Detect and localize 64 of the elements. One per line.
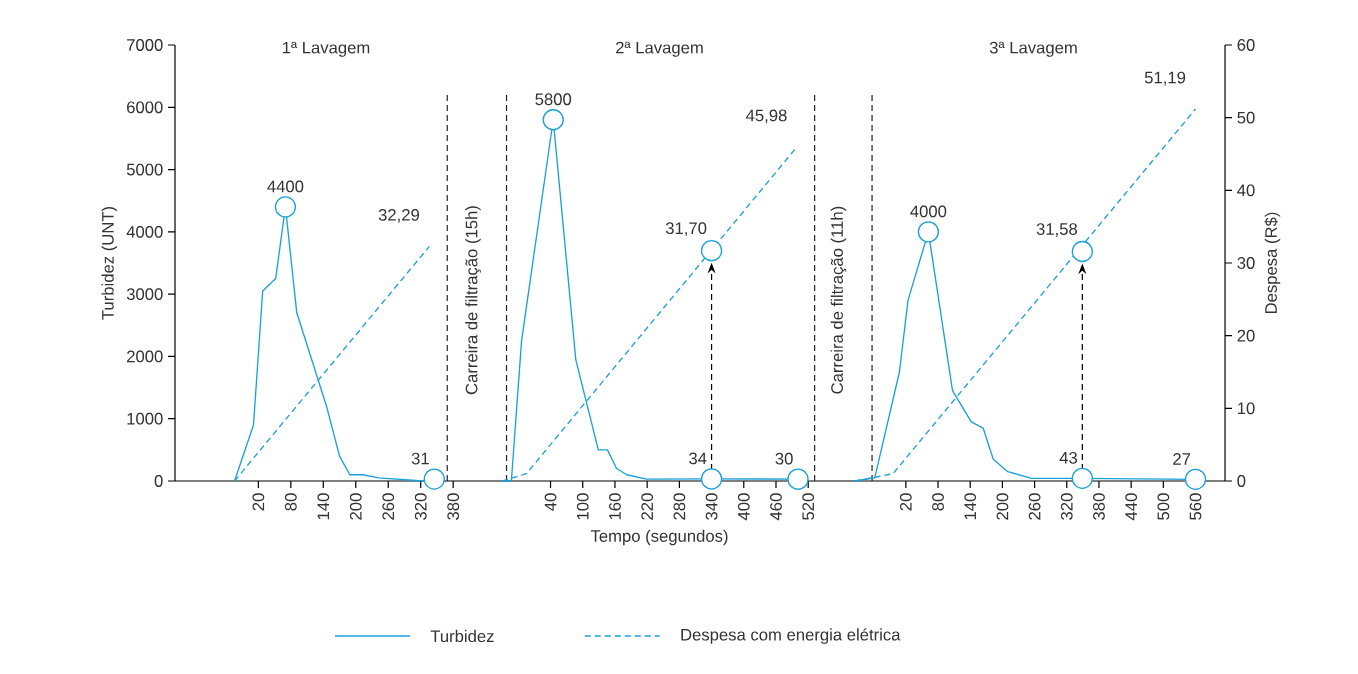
ref-line-label: Carreira de filtração (11h) — [830, 206, 847, 394]
y-tick-label: 1000 — [127, 412, 163, 425]
y-tick-label: 3000 — [126, 288, 163, 301]
x-tick-label: 440 — [1125, 493, 1138, 521]
data-label: 4400 — [267, 180, 304, 193]
data-label: 34 — [689, 452, 707, 465]
x-tick-label: 260 — [382, 493, 395, 520]
y-tick-label: 2000 — [127, 350, 163, 363]
chart-title: 2ª Lavagem — [616, 41, 703, 57]
chart-title: 1ª Lavagem — [282, 41, 370, 57]
y-tick-label: 7000 — [127, 39, 163, 51]
x-tick-label: 380 — [447, 493, 460, 520]
legend-label: Despesa com energia elétrica — [681, 628, 901, 644]
y2-tick-label: 20 — [1237, 329, 1255, 342]
x-tick-label: 140 — [964, 493, 977, 520]
data-label: 43 — [1059, 451, 1077, 464]
y2-tick-label: 0 — [1237, 475, 1246, 487]
x-tick-label: 500 — [1157, 493, 1170, 520]
data-label: 30 — [775, 452, 793, 465]
x-tick-label: 220 — [641, 493, 654, 520]
x-tick-label: 80 — [932, 493, 944, 511]
x-tick-label: 200 — [996, 493, 1009, 520]
x-tick-label: 20 — [252, 493, 265, 511]
x-tick-label: 320 — [1060, 493, 1073, 520]
x-tick-label: 280 — [673, 493, 686, 520]
ref-line-label: Carreira de filtração (15h) — [465, 206, 481, 395]
chart-title: 3ª Lavagem — [989, 41, 1077, 57]
x-tick-label: 80 — [284, 493, 297, 511]
data-label: 32,29 — [378, 208, 419, 223]
data-label: 45,98 — [745, 109, 787, 124]
data-label: 31,70 — [665, 222, 707, 237]
y2-tick-label: 10 — [1238, 402, 1255, 415]
legend-label: Turbidez — [430, 629, 494, 643]
x-tick-label: 160 — [609, 493, 621, 520]
data-label: 27 — [1173, 453, 1191, 465]
data-label: 31,58 — [1036, 223, 1078, 237]
x-tick-label: 520 — [802, 493, 815, 520]
x-tick-label: 460 — [770, 493, 782, 521]
data-label: 4000 — [910, 205, 947, 218]
y-tick-label: 0 — [154, 475, 163, 487]
x-axis-title: Tempo (segundos) — [590, 529, 728, 546]
y2-tick-label: 50 — [1237, 111, 1255, 124]
y2-axis-title: Despesa (R$) — [1264, 212, 1281, 314]
x-tick-label: 200 — [349, 493, 362, 520]
x-tick-label: 320 — [414, 493, 427, 520]
data-label: 5800 — [535, 93, 572, 106]
x-tick-label: 380 — [1093, 493, 1105, 520]
x-tick-label: 40 — [544, 493, 557, 511]
x-tick-label: 400 — [737, 493, 750, 521]
y-tick-label: 4000 — [126, 225, 163, 238]
x-tick-label: 560 — [1189, 493, 1202, 520]
y2-tick-label: 30 — [1237, 257, 1255, 269]
x-tick-label: 20 — [899, 493, 912, 511]
y2-tick-label: 40 — [1237, 184, 1255, 197]
x-tick-label: 140 — [317, 493, 330, 520]
data-label: 31 — [411, 452, 429, 465]
y-tick-label: 6000 — [127, 101, 163, 114]
data-label: 51,19 — [1144, 71, 1186, 86]
x-tick-label: 260 — [1028, 493, 1041, 520]
x-tick-label: 340 — [705, 493, 718, 520]
y-tick-label: 5000 — [126, 163, 163, 176]
x-tick-label: 100 — [576, 493, 589, 520]
y2-tick-label: 60 — [1237, 39, 1255, 51]
y-axis-title: Turbidez (UNT) — [101, 206, 118, 320]
